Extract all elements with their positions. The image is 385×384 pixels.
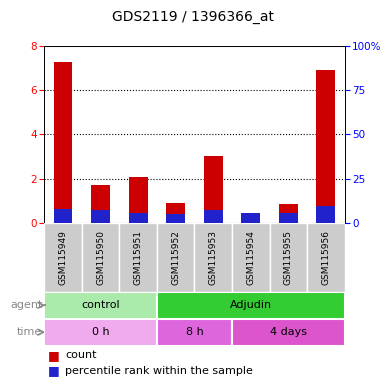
Bar <box>204 210 223 223</box>
Text: control: control <box>81 300 120 310</box>
Text: GSM115950: GSM115950 <box>96 230 105 285</box>
Bar <box>166 214 185 223</box>
Bar <box>157 292 345 319</box>
Bar <box>54 61 72 223</box>
Text: GSM115955: GSM115955 <box>284 230 293 285</box>
Text: GSM115949: GSM115949 <box>59 230 67 285</box>
Bar <box>54 209 72 223</box>
Text: GSM115952: GSM115952 <box>171 230 180 285</box>
Bar <box>316 70 335 223</box>
Bar <box>241 213 260 223</box>
Text: count: count <box>65 350 97 360</box>
Bar <box>232 319 345 346</box>
Bar <box>91 210 110 223</box>
Bar <box>129 177 147 223</box>
Bar <box>204 157 223 223</box>
Text: agent: agent <box>10 300 42 310</box>
Text: GDS2119 / 1396366_at: GDS2119 / 1396366_at <box>112 10 273 23</box>
Bar <box>232 223 270 292</box>
Bar <box>119 223 157 292</box>
Bar <box>44 292 157 319</box>
Bar <box>316 206 335 223</box>
Bar <box>241 215 260 223</box>
Bar <box>82 223 119 292</box>
Text: ■: ■ <box>48 364 60 377</box>
Bar <box>157 223 194 292</box>
Bar <box>307 223 345 292</box>
Text: percentile rank within the sample: percentile rank within the sample <box>65 366 253 376</box>
Bar <box>279 204 298 223</box>
Text: ■: ■ <box>48 349 60 362</box>
Text: GSM115954: GSM115954 <box>246 230 255 285</box>
Bar <box>166 203 185 223</box>
Text: 4 days: 4 days <box>270 327 307 337</box>
Text: GSM115953: GSM115953 <box>209 230 218 285</box>
Bar <box>129 213 147 223</box>
Text: time: time <box>17 327 42 337</box>
Bar <box>44 319 157 346</box>
Bar <box>91 185 110 223</box>
Text: Adjudin: Adjudin <box>230 300 272 310</box>
Bar <box>279 213 298 223</box>
Text: GSM115951: GSM115951 <box>134 230 142 285</box>
Bar <box>270 223 307 292</box>
Bar <box>157 319 232 346</box>
Text: 0 h: 0 h <box>92 327 109 337</box>
Text: 8 h: 8 h <box>186 327 203 337</box>
Bar <box>44 223 82 292</box>
Bar <box>194 223 232 292</box>
Text: GSM115956: GSM115956 <box>321 230 330 285</box>
